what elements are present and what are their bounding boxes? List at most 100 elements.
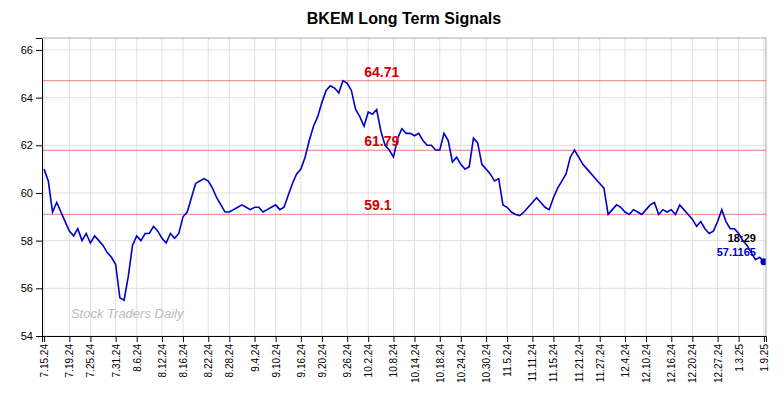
tick-label: 10.30.24 (481, 344, 492, 383)
tick: 9.20.24 (317, 336, 328, 377)
tick-mark (36, 50, 42, 51)
tick-label: 9.26.24 (342, 344, 353, 378)
grid-line (44, 38, 45, 336)
tick: 10.8.24 (388, 336, 399, 377)
tick: 11.21.24 (574, 336, 585, 382)
reference-line (42, 80, 766, 81)
tick-label: 12.20.24 (687, 344, 698, 383)
tick-mark (764, 336, 765, 342)
grid-line (599, 38, 600, 336)
tick-label: 12.27.24 (713, 344, 724, 383)
tick-label: 62 (21, 139, 33, 151)
tick: 9.10.24 (271, 336, 282, 377)
tick: 10.24.24 (456, 336, 467, 383)
tick-mark (393, 336, 394, 342)
grid-line (42, 192, 766, 193)
tick: 10.2.24 (363, 336, 374, 377)
frame (42, 38, 766, 39)
tick-mark (137, 336, 138, 342)
tick: 8.6.24 (132, 336, 143, 372)
tick-label: 9.16.24 (296, 344, 307, 378)
tick: 7.31.24 (111, 336, 122, 377)
grid-line (671, 38, 672, 336)
tick-mark (116, 336, 117, 342)
tick-label: 8.6.24 (132, 344, 143, 372)
plot: Stock Traders Daily7.15.247.19.247.25.24… (21, 38, 770, 383)
tick-mark (692, 336, 693, 342)
grid-line (183, 38, 184, 336)
tick-mark (69, 336, 70, 342)
tick-label: 7.31.24 (111, 344, 122, 378)
tick: 7.19.24 (64, 336, 75, 377)
tick: 8.12.24 (157, 336, 168, 377)
tick-mark (36, 336, 42, 337)
tick: 8.16.24 (178, 336, 189, 377)
tick-mark (579, 336, 580, 342)
tick-label: 12.10.24 (641, 344, 652, 383)
tick: 12.27.24 (713, 336, 724, 383)
grid-line (439, 38, 440, 336)
tick: 10.14.24 (410, 336, 421, 383)
tick: 10.30.24 (481, 336, 492, 383)
tick: 12.16.24 (666, 336, 677, 383)
grid-line (161, 38, 162, 336)
tick: 54 (21, 330, 42, 342)
grid-line (624, 38, 625, 336)
tick-mark (276, 336, 277, 342)
tick-label: 9.10.24 (271, 344, 282, 378)
tick: 11.15.24 (548, 336, 559, 382)
grid (42, 38, 766, 336)
grid-line (229, 38, 230, 336)
tick-label: 10.14.24 (410, 344, 421, 383)
x-axis: 7.15.247.19.247.25.247.31.248.6.248.12.2… (39, 336, 770, 383)
tick-label: 9.20.24 (317, 344, 328, 378)
last-time-label: 18:29 (728, 232, 756, 244)
tick-label: 8.28.24 (224, 344, 235, 378)
tick: 1.9.25 (759, 336, 770, 372)
grid-line (460, 38, 461, 336)
tick-label: 8.16.24 (178, 344, 189, 378)
tick-label: 12.4.24 (620, 344, 631, 378)
tick-label: 10.8.24 (388, 344, 399, 378)
tick-label: 56 (21, 282, 33, 294)
tick-label: 60 (21, 187, 33, 199)
tick-label: 64 (21, 92, 33, 104)
grid-line (414, 38, 415, 336)
grid-line (90, 38, 91, 336)
tick-label: 1.9.25 (759, 344, 770, 372)
tick-mark (415, 336, 416, 342)
last-point (760, 258, 766, 265)
tick-mark (600, 336, 601, 342)
grid-line (393, 38, 394, 336)
tick-mark (255, 336, 256, 342)
tick-mark (36, 241, 42, 242)
tick: 9.26.24 (342, 336, 353, 377)
tick-mark (671, 336, 672, 342)
tick-label: 58 (21, 235, 33, 247)
tick: 66 (21, 44, 42, 56)
tick-mark (36, 193, 42, 194)
reference-line (42, 150, 766, 151)
grid-line (42, 49, 766, 50)
tick-mark (486, 336, 487, 342)
grid-line (208, 38, 209, 336)
tick-label: 11.5.24 (502, 344, 513, 377)
grid-line (763, 38, 764, 336)
tick-mark (368, 336, 369, 342)
tick: 9.16.24 (296, 336, 307, 377)
grid-line (42, 288, 766, 289)
grid-line (115, 38, 116, 336)
y-axis: 54 56 58 60 62 64 66 (21, 39, 43, 343)
title: BKEM Long Term Signals (307, 10, 501, 27)
grid-line (42, 97, 766, 98)
grid-line (42, 240, 766, 241)
tick: 12.4.24 (620, 336, 631, 377)
last-value-label: 57.1165 (717, 246, 756, 258)
tick-mark (322, 336, 323, 342)
marks (42, 81, 766, 301)
tick-label: 10.2.24 (363, 344, 374, 378)
tick-label: 1.3.25 (734, 344, 745, 372)
tick-mark (301, 336, 302, 342)
tick: 8.28.24 (224, 336, 235, 377)
axis-line (36, 39, 43, 337)
